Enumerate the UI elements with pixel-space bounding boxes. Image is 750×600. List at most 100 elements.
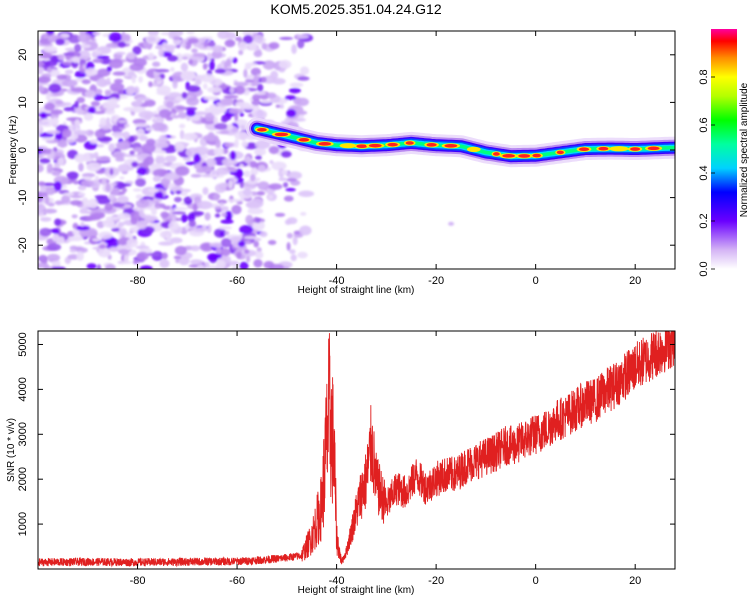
noise-blob <box>155 200 160 205</box>
noise-blob <box>69 245 78 251</box>
noise-blob <box>98 231 113 240</box>
noise-blob <box>112 71 126 76</box>
noise-blob <box>228 179 233 189</box>
noise-blob <box>152 61 161 67</box>
noise-blob <box>92 31 101 36</box>
noise-blob <box>243 68 248 78</box>
noise-blob <box>104 237 120 248</box>
noise-blob <box>102 100 118 110</box>
noise-blob <box>88 198 98 209</box>
noise-blob <box>117 41 127 48</box>
noise-blob <box>253 50 263 58</box>
noise-blob <box>69 249 77 253</box>
noise-blob <box>66 117 83 122</box>
noise-blob <box>260 76 267 83</box>
noise-blob <box>255 217 261 224</box>
noise-blob <box>448 221 455 226</box>
noise-blob <box>116 244 124 251</box>
noise-blob <box>91 212 103 218</box>
ridge-peak <box>647 146 660 151</box>
noise-blob <box>115 157 125 162</box>
noise-blob <box>172 36 181 41</box>
noise-blob <box>96 68 111 77</box>
noise-blob <box>234 138 239 148</box>
noise-blob <box>145 127 155 131</box>
noise-blob <box>169 31 184 37</box>
noise-blob <box>185 200 191 205</box>
noise-blob <box>126 52 136 60</box>
snr-axes: -80 -60 -40 -20 0 20 1000 2000 3000 4000 5000 <box>17 331 675 587</box>
noise-blob <box>113 135 122 139</box>
noise-blob <box>96 264 102 269</box>
noise-blob <box>203 83 208 90</box>
noise-blob <box>220 238 232 248</box>
noise-blob <box>38 210 45 215</box>
noise-blob <box>216 167 231 175</box>
noise-blob <box>119 176 125 180</box>
noise-blob <box>274 212 286 217</box>
snr-ytick-label: 1000 <box>17 512 29 536</box>
noise-blob <box>117 142 126 150</box>
noise-blob <box>91 238 103 242</box>
noise-blob <box>289 249 296 255</box>
noise-blob <box>94 50 102 54</box>
noise-blob <box>175 166 190 176</box>
noise-blob <box>77 50 91 61</box>
noise-blob <box>244 65 252 70</box>
noise-blob <box>196 200 213 210</box>
noise-blob <box>160 211 169 219</box>
noise-blob <box>254 34 264 44</box>
noise-blob <box>203 96 219 101</box>
noise-blob <box>51 170 61 177</box>
noise-blob <box>241 104 257 110</box>
noise-blob <box>191 48 198 54</box>
noise-blob <box>102 219 115 228</box>
noise-blob <box>298 190 315 197</box>
noise-blob <box>244 249 250 254</box>
noise-blob <box>38 203 46 212</box>
ridge-peak <box>578 147 590 152</box>
noise-blob <box>234 131 250 140</box>
noise-blob <box>38 43 53 47</box>
noise-blob <box>175 53 183 63</box>
noise-blob <box>138 135 148 141</box>
noise-blob <box>155 44 165 48</box>
noise-blob <box>220 219 234 224</box>
noise-blob <box>219 231 224 237</box>
noise-blob <box>155 77 162 82</box>
noise-blob <box>104 91 112 96</box>
snr-xtick-label: -40 <box>329 575 345 587</box>
noise-blob <box>129 150 135 156</box>
noise-blob <box>296 34 309 39</box>
noise-blob <box>94 129 106 139</box>
noise-blob <box>127 85 136 95</box>
noise-blob <box>241 140 249 148</box>
noise-blob <box>108 32 123 42</box>
spectrogram-ylabel: Frequency (Hz) <box>8 116 19 185</box>
noise-blob <box>204 212 211 221</box>
noise-blob <box>104 108 116 115</box>
noise-blob <box>86 162 102 172</box>
noise-blob <box>173 255 182 260</box>
noise-blob <box>47 35 56 43</box>
noise-blob <box>108 246 120 252</box>
noise-blob <box>154 191 164 199</box>
noise-blob <box>252 220 265 231</box>
noise-blob <box>250 67 262 76</box>
noise-blob <box>186 85 201 93</box>
noise-blob <box>186 109 196 117</box>
noise-blob <box>187 213 196 222</box>
colorbar-tick-label: 0.2 <box>698 213 710 228</box>
noise-blob <box>88 106 96 114</box>
noise-blob <box>238 41 248 51</box>
noise-blob <box>204 112 215 122</box>
noise-blob <box>74 43 82 53</box>
noise-blob <box>249 160 258 169</box>
noise-blob <box>121 31 126 42</box>
noise-blob <box>220 116 229 123</box>
noise-blob <box>221 212 227 218</box>
noise-blob <box>132 188 142 192</box>
noise-blob <box>204 107 210 113</box>
noise-blob <box>63 106 76 112</box>
noise-blob <box>299 225 312 236</box>
